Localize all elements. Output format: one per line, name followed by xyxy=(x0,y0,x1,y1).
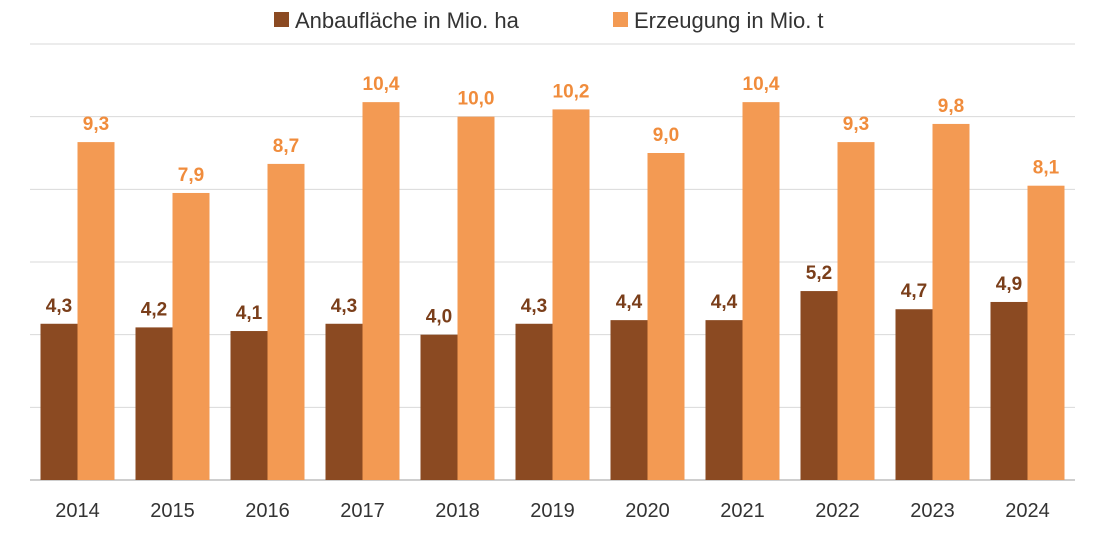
data-label-erzeugung-2017: 10,4 xyxy=(363,74,400,95)
x-tick-2022: 2022 xyxy=(815,500,860,522)
legend: Anbaufläche in Mio. ha Erzeugung in Mio.… xyxy=(274,8,824,33)
bar-anbauflaeche-2018 xyxy=(420,334,458,480)
bar-erzeugung-2018 xyxy=(457,116,495,481)
bar-anbauflaeche-2014 xyxy=(40,323,78,480)
label-layer: 4,3 9,3 4,2 7,9 4,1 8,7 4,3 10,4 4,0 10,0 4,3 10,2 4… xyxy=(46,74,1060,328)
x-tick-2020: 2020 xyxy=(625,500,670,522)
bar-anbauflaeche-2021 xyxy=(705,320,743,480)
data-label-erzeugung-2019: 10,2 xyxy=(553,81,590,102)
bar-anbauflaeche-2024 xyxy=(990,301,1028,480)
bar-layer xyxy=(40,102,1065,481)
bar-erzeugung-2023 xyxy=(932,123,970,480)
bar-anbauflaeche-2015 xyxy=(135,327,173,480)
legend-label-anbauflaeche: Anbaufläche in Mio. ha xyxy=(295,8,520,33)
data-label-erzeugung-2020: 9,0 xyxy=(653,125,679,146)
data-label-erzeugung-2016: 8,7 xyxy=(273,136,299,157)
x-tick-2019: 2019 xyxy=(530,500,575,522)
data-label-anbauflaeche-2014: 4,3 xyxy=(46,296,72,317)
bar-erzeugung-2022 xyxy=(837,142,875,480)
x-tick-2016: 2016 xyxy=(245,500,290,522)
data-label-anbauflaeche-2015: 4,2 xyxy=(141,299,167,320)
x-tick-2014: 2014 xyxy=(55,500,100,522)
legend-swatch-anbauflaeche xyxy=(274,12,289,27)
bar-erzeugung-2014 xyxy=(77,142,115,480)
bar-anbauflaeche-2019 xyxy=(515,323,553,480)
bar-erzeugung-2019 xyxy=(552,109,590,481)
bar-anbauflaeche-2017 xyxy=(325,323,363,480)
data-label-anbauflaeche-2016: 4,1 xyxy=(236,303,263,324)
data-label-erzeugung-2024: 8,1 xyxy=(1033,158,1060,179)
data-label-erzeugung-2022: 9,3 xyxy=(843,114,869,135)
bar-anbauflaeche-2022 xyxy=(800,291,838,480)
bar-erzeugung-2016 xyxy=(267,163,305,480)
bar-erzeugung-2020 xyxy=(647,153,685,480)
x-tick-2023: 2023 xyxy=(910,500,955,522)
data-label-erzeugung-2014: 9,3 xyxy=(83,114,109,135)
data-label-anbauflaeche-2022: 5,2 xyxy=(806,263,832,284)
bar-erzeugung-2015 xyxy=(172,192,210,480)
data-label-anbauflaeche-2024: 4,9 xyxy=(996,274,1022,295)
legend-label-erzeugung: Erzeugung in Mio. t xyxy=(634,8,824,33)
x-tick-2021: 2021 xyxy=(720,500,765,522)
data-label-erzeugung-2023: 9,8 xyxy=(938,96,964,117)
data-label-anbauflaeche-2018: 4,0 xyxy=(426,307,452,328)
tick-layer: 2014 2015 2016 2017 2018 2019 2020 2021 2022 2023… xyxy=(55,500,1050,522)
bar-erzeugung-2021 xyxy=(742,102,780,480)
x-tick-2015: 2015 xyxy=(150,500,195,522)
bar-anbauflaeche-2023 xyxy=(895,309,933,480)
data-label-anbauflaeche-2021: 4,4 xyxy=(711,292,738,313)
legend-swatch-erzeugung xyxy=(613,12,628,27)
data-label-anbauflaeche-2017: 4,3 xyxy=(331,296,357,317)
bar-anbauflaeche-2016 xyxy=(230,331,268,480)
x-tick-2018: 2018 xyxy=(435,500,480,522)
x-tick-2024: 2024 xyxy=(1005,500,1050,522)
data-label-erzeugung-2018: 10,0 xyxy=(458,89,495,110)
bar-erzeugung-2024 xyxy=(1027,185,1065,480)
data-label-anbauflaeche-2019: 4,3 xyxy=(521,296,547,317)
data-label-erzeugung-2015: 7,9 xyxy=(178,165,204,186)
data-label-anbauflaeche-2023: 4,7 xyxy=(901,281,927,302)
bar-erzeugung-2017 xyxy=(362,102,400,480)
bar-anbauflaeche-2020 xyxy=(610,320,648,480)
data-label-anbauflaeche-2020: 4,4 xyxy=(616,292,643,313)
x-tick-2017: 2017 xyxy=(340,500,385,522)
data-label-erzeugung-2021: 10,4 xyxy=(743,74,780,95)
